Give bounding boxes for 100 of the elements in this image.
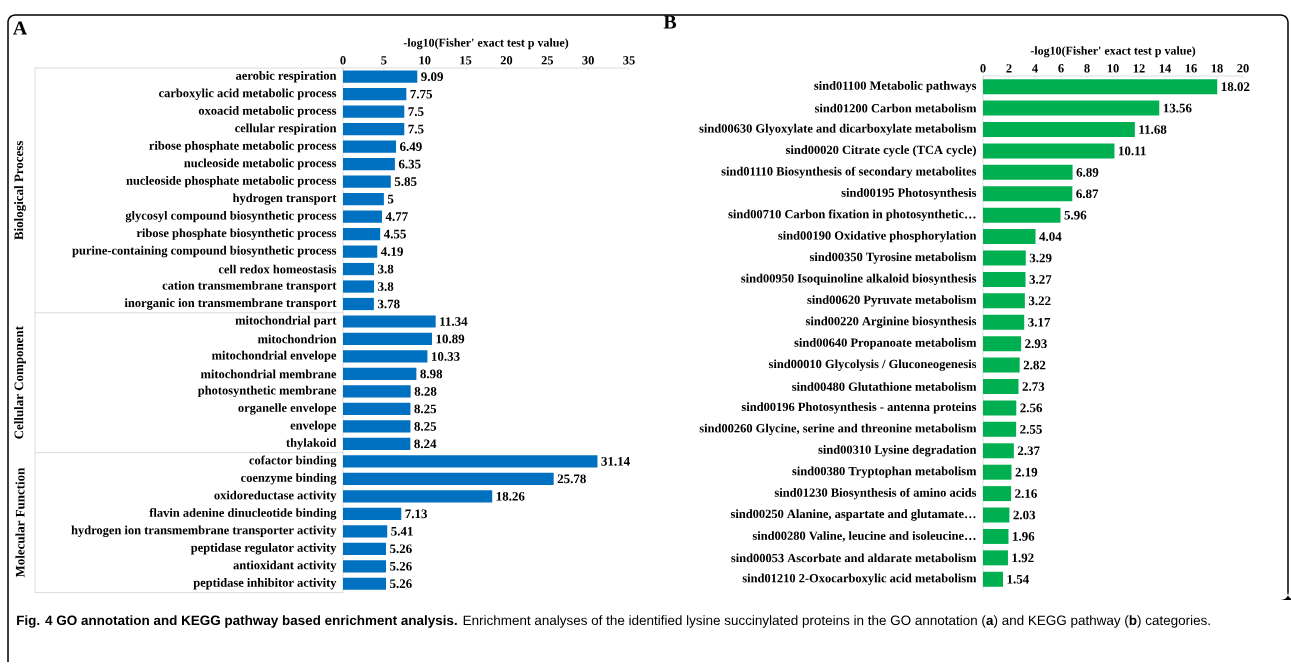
y-tick-label: mitochondrial envelope [211, 350, 337, 363]
bar [343, 280, 375, 293]
y-tick-label: sind00250 Alanine, aspartate and glutamate… [730, 509, 976, 521]
x-tick-label: 6 [1058, 64, 1064, 73]
y-tick-label: cofactor binding [249, 455, 337, 468]
data-label: 3.8 [378, 264, 394, 274]
y-tick-label: cell redox homeostasis [218, 264, 337, 274]
x-tick-label: 20 [500, 56, 513, 65]
data-label: 5 [387, 194, 394, 204]
y-tick-label: cellular respiration [235, 123, 337, 135]
bar [983, 100, 1160, 116]
bar [343, 315, 436, 328]
data-label: 2.16 [1015, 489, 1037, 498]
x-axis-title: -log10(Fisher' exact test p value) [403, 38, 569, 50]
y-tick-label: sind01230 Biosynthesis of amino acids [774, 487, 977, 500]
y-tick-label: flavin adenine dinucleotide binding [149, 508, 337, 520]
data-label: 1.92 [1012, 553, 1034, 563]
data-label: 4.19 [380, 247, 403, 256]
y-tick-label: sind00010 Glycolysis / Gluconeogenesis [768, 359, 977, 371]
x-tick-label: 30 [582, 56, 594, 65]
bar [343, 245, 378, 258]
bar [983, 507, 1010, 523]
data-label: 11.68 [1139, 125, 1167, 134]
x-tick-label: 0 [340, 56, 346, 65]
y-tick-label: sind00950 Isoquinoline alkaloid biosynthesis [741, 273, 977, 286]
y-tick-label: coenzyme binding [241, 473, 337, 485]
data-label: 8.28 [414, 387, 437, 396]
data-label: 10.33 [431, 352, 460, 361]
x-tick-label: 35 [623, 56, 635, 65]
data-label: 2.56 [1020, 403, 1043, 413]
x-tick-label: 15 [460, 56, 472, 65]
y-tick-label: aerobic respiration [236, 71, 337, 83]
bar [983, 186, 1073, 202]
bar [983, 357, 1020, 373]
y-tick-label: sind00710 Carbon fixation in photosynthetic… [728, 209, 976, 221]
bar [343, 525, 388, 538]
data-label: 5.26 [390, 561, 412, 571]
bar [343, 367, 417, 381]
y-tick-label: sind00020 Citrate cycle (TCA cycle) [785, 145, 976, 157]
y-tick-label: sind00195 Photosynthesis [841, 188, 977, 200]
y-tick-label: sind01200 Carbon metabolism [814, 103, 977, 113]
y-tick-label: sind00640 Propanoate metabolism [794, 338, 977, 350]
x-tick-label: 16 [1185, 64, 1197, 73]
x-tick-label: 2 [1006, 64, 1012, 73]
y-tick-label: peptidase regulator activity [190, 543, 337, 555]
y-tick-label: sind00310 Lysine degradation [818, 445, 977, 457]
y-tick-label: oxoacid metabolic process [198, 106, 337, 118]
x-tick-label: 25 [541, 56, 554, 65]
data-label: 5.26 [390, 544, 412, 554]
bar [343, 175, 391, 188]
data-label: 9.09 [421, 72, 444, 82]
data-label: 6.35 [398, 159, 421, 169]
y-tick-label: sind00196 Photosynthesis - antenna proteins [741, 402, 977, 414]
bar [983, 571, 1004, 587]
bar [983, 443, 1014, 459]
data-label: 3.17 [1028, 317, 1051, 327]
bar [343, 560, 386, 573]
y-tick-label: inorganic ion transmembrane transport [124, 298, 337, 310]
x-tick-label: 14 [1159, 64, 1172, 73]
y-tick-label: oxidoreductase activity [214, 490, 337, 502]
data-label: 31.14 [601, 456, 630, 466]
bar [983, 421, 1017, 437]
y-tick-label: antioxidant activity [233, 560, 337, 572]
data-label: 4.04 [1039, 232, 1062, 242]
data-label: 8.25 [414, 422, 437, 431]
data-label: 6.89 [1076, 167, 1099, 177]
data-label: 8.25 [414, 404, 437, 414]
data-label: 1.96 [1013, 532, 1035, 541]
bar [983, 400, 1017, 416]
data-label: 2.55 [1020, 424, 1042, 434]
y-tick-label: sind00190 Oxidative phosphorylation [778, 230, 977, 243]
y-tick-label: cation transmembrane transport [162, 280, 337, 293]
data-label: 2.82 [1023, 360, 1046, 370]
x-tick-label: 10 [1107, 64, 1119, 73]
bar [983, 250, 1026, 266]
y-tick-label: ribose phosphate biosynthetic process [136, 228, 337, 240]
y-tick-label: purine-containing compound biosynthetic process [72, 245, 337, 258]
y-tick-label: carboxylic acid metabolic process [159, 88, 337, 100]
x-tick-label: 20 [1237, 64, 1249, 73]
bar [343, 455, 598, 468]
y-tick-label: nucleoside metabolic process [184, 158, 337, 170]
data-label: 7.13 [405, 509, 428, 519]
bar [983, 229, 1036, 245]
data-label: 25.78 [557, 474, 586, 484]
data-label: 2.93 [1025, 339, 1047, 349]
bar [343, 490, 493, 503]
data-label: 3.8 [378, 282, 394, 291]
bar [343, 227, 381, 241]
data-label: 4.55 [383, 229, 406, 239]
y-tick-label: sind00260 Glycine, serine and threonine metabolism [699, 423, 977, 436]
bar [983, 122, 1135, 138]
bar [983, 143, 1115, 159]
data-label: 3.27 [1029, 275, 1052, 284]
bar [983, 528, 1009, 544]
y-tick-label: sind00350 Tyrosine metabolism [809, 252, 977, 264]
data-label: 2.03 [1013, 510, 1036, 520]
data-label: 2.19 [1015, 467, 1038, 477]
bar [343, 297, 374, 311]
data-label: 5.26 [390, 579, 412, 589]
data-label: 5.85 [394, 177, 417, 187]
